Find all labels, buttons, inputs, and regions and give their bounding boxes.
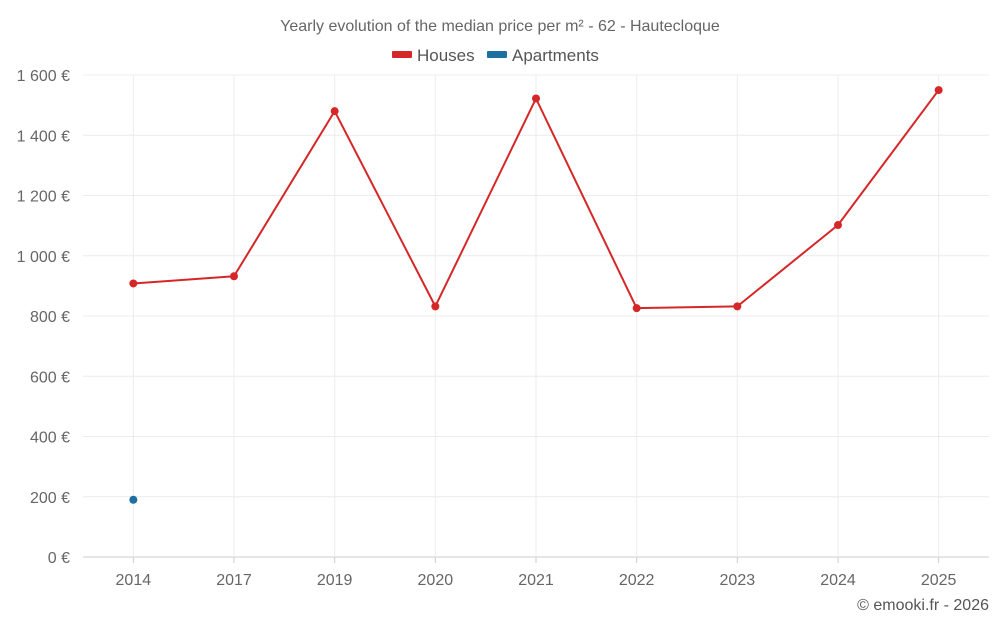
x-tick-label: 2014	[116, 572, 152, 589]
y-tick-label: 1 400 €	[17, 128, 70, 145]
y-tick-label: 0 €	[48, 550, 70, 567]
data-point-houses[interactable]	[330, 107, 339, 116]
x-tick-label: 2021	[518, 572, 554, 589]
y-tick-label: 800 €	[30, 309, 70, 326]
grid	[83, 74, 989, 558]
y-tick-label: 1 200 €	[17, 189, 70, 206]
x-tick-label: 2022	[619, 572, 655, 589]
x-tick-label: 2024	[820, 572, 856, 589]
data-point-houses[interactable]	[230, 272, 238, 281]
x-axis: 2014 2017 2019 2020 2021 2022 2023 2024 2025	[116, 557, 957, 589]
legend-label-apartments[interactable]: Apartments	[512, 46, 599, 65]
y-tick-label: 200 €	[30, 490, 70, 507]
y-tick-label: 1 000 €	[17, 249, 70, 266]
data-point-houses[interactable]	[632, 304, 641, 313]
credit-text: © emooki.fr - 2026	[857, 597, 989, 614]
data-point-houses[interactable]	[532, 94, 540, 103]
data-point-houses[interactable]	[934, 86, 943, 95]
legend-swatch-apartments	[487, 51, 507, 58]
chart-title: Yearly evolution of the median price per…	[280, 18, 720, 35]
data-point-houses[interactable]	[834, 221, 842, 230]
x-tick-label: 2019	[317, 572, 353, 589]
legend-swatch-houses	[392, 51, 412, 58]
x-tick-label: 2017	[216, 572, 252, 589]
x-tick-label: 2025	[921, 572, 957, 589]
series-houses	[129, 86, 943, 313]
data-point-houses[interactable]	[129, 279, 138, 288]
y-tick-label: 400 €	[30, 430, 70, 447]
legend-label-houses[interactable]: Houses	[417, 46, 475, 65]
series	[129, 86, 943, 504]
data-point-houses[interactable]	[431, 302, 440, 311]
y-axis: 0 € 200 € 400 € 600 € 800 € 1 000 € 1 200 € 1 4…	[17, 68, 70, 567]
data-point-houses[interactable]	[733, 302, 742, 311]
legend: Houses Apartments	[392, 46, 599, 65]
x-tick-label: 2023	[720, 572, 756, 589]
x-tick-label: 2020	[418, 572, 454, 589]
data-point-apartments[interactable]	[129, 495, 138, 504]
y-tick-label: 1 600 €	[17, 68, 70, 85]
y-tick-label: 600 €	[30, 369, 70, 386]
series-apartments	[129, 495, 138, 504]
